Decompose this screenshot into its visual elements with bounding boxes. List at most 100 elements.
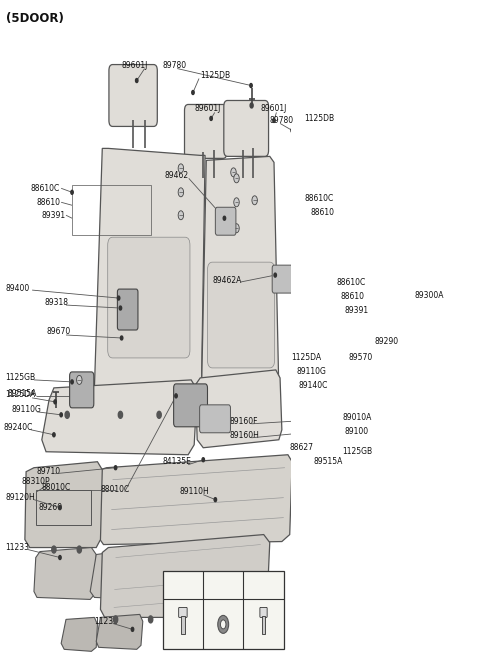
Circle shape [71, 380, 73, 384]
Text: 88610C: 88610C [304, 194, 334, 203]
Circle shape [157, 411, 161, 418]
FancyBboxPatch shape [179, 607, 187, 617]
Polygon shape [34, 547, 96, 600]
Text: 89318: 89318 [44, 297, 68, 307]
Text: 89140C: 89140C [298, 381, 327, 391]
Text: 89160H: 89160H [229, 431, 259, 440]
Circle shape [320, 436, 323, 440]
Circle shape [323, 356, 325, 360]
Circle shape [178, 211, 184, 219]
Circle shape [192, 91, 194, 95]
Text: 89300A: 89300A [415, 291, 444, 299]
Circle shape [214, 498, 216, 502]
Bar [335, 278, 412, 333]
Text: 1124DD: 1124DD [167, 581, 199, 590]
Text: 89391: 89391 [344, 305, 368, 315]
Text: 89570: 89570 [348, 354, 372, 362]
Circle shape [250, 83, 252, 87]
FancyBboxPatch shape [272, 265, 293, 293]
Circle shape [329, 422, 332, 426]
Circle shape [118, 296, 120, 300]
Text: 89010A: 89010A [342, 413, 372, 422]
Circle shape [223, 216, 226, 220]
Bar [163, 572, 284, 649]
FancyBboxPatch shape [224, 100, 268, 157]
Circle shape [53, 433, 55, 437]
FancyBboxPatch shape [70, 372, 94, 408]
Text: 89780: 89780 [163, 61, 187, 70]
FancyBboxPatch shape [361, 438, 385, 474]
Bar [303, 195, 379, 230]
Polygon shape [195, 370, 282, 447]
Text: 88610: 88610 [340, 292, 364, 301]
Text: 88610: 88610 [37, 198, 61, 207]
Circle shape [52, 546, 56, 553]
Circle shape [59, 555, 61, 559]
Polygon shape [61, 617, 97, 651]
FancyBboxPatch shape [216, 208, 236, 235]
Circle shape [234, 174, 239, 183]
Text: 88010C: 88010C [42, 483, 71, 492]
FancyBboxPatch shape [118, 289, 138, 330]
Text: 89670: 89670 [46, 327, 70, 336]
Circle shape [114, 466, 117, 470]
Circle shape [210, 116, 212, 120]
Circle shape [273, 118, 275, 122]
Polygon shape [99, 455, 292, 545]
Text: 89400: 89400 [6, 284, 30, 293]
Circle shape [218, 615, 228, 633]
Polygon shape [25, 462, 102, 547]
Text: 89110H: 89110H [179, 487, 209, 496]
Circle shape [382, 444, 387, 452]
Circle shape [178, 188, 184, 197]
Text: 1125GB: 1125GB [6, 373, 36, 383]
Text: 89462A: 89462A [212, 276, 242, 285]
Circle shape [132, 627, 134, 631]
Text: (5DOOR): (5DOOR) [6, 12, 63, 25]
Circle shape [175, 394, 177, 398]
Bar [262, 617, 265, 635]
Circle shape [234, 223, 239, 233]
FancyBboxPatch shape [109, 65, 157, 126]
Bar [181, 617, 185, 635]
FancyBboxPatch shape [200, 405, 230, 433]
Circle shape [384, 449, 386, 453]
Text: 89391: 89391 [42, 211, 66, 219]
Text: 89100: 89100 [344, 427, 368, 436]
FancyBboxPatch shape [260, 607, 267, 617]
Text: 89240C: 89240C [4, 423, 33, 432]
Circle shape [54, 400, 56, 404]
Circle shape [411, 348, 413, 352]
FancyBboxPatch shape [108, 237, 190, 358]
Polygon shape [96, 615, 143, 649]
Text: 89601J: 89601J [121, 61, 148, 70]
Circle shape [118, 411, 122, 418]
Circle shape [296, 126, 298, 130]
Text: 88610: 88610 [310, 208, 334, 217]
Text: 88627: 88627 [290, 444, 314, 452]
Circle shape [178, 164, 184, 173]
Text: 11233: 11233 [6, 543, 30, 552]
Polygon shape [100, 535, 270, 617]
Text: 89160F: 89160F [229, 417, 258, 426]
Circle shape [402, 301, 404, 305]
Text: 89110G: 89110G [12, 405, 41, 414]
Polygon shape [42, 380, 197, 455]
Circle shape [234, 198, 239, 207]
Circle shape [120, 336, 123, 340]
Bar [72, 185, 151, 235]
Polygon shape [202, 157, 279, 402]
Circle shape [291, 128, 293, 132]
Circle shape [119, 306, 121, 310]
Text: 88610C: 88610C [336, 278, 366, 287]
Circle shape [368, 453, 371, 457]
Text: 1241AA: 1241AA [248, 581, 279, 590]
Text: 1125DA: 1125DA [6, 391, 36, 399]
Circle shape [391, 358, 394, 362]
Circle shape [296, 204, 298, 208]
FancyBboxPatch shape [207, 262, 275, 368]
Circle shape [71, 190, 73, 194]
Circle shape [314, 418, 316, 422]
Text: 89120H: 89120H [6, 493, 36, 502]
Circle shape [326, 288, 328, 292]
